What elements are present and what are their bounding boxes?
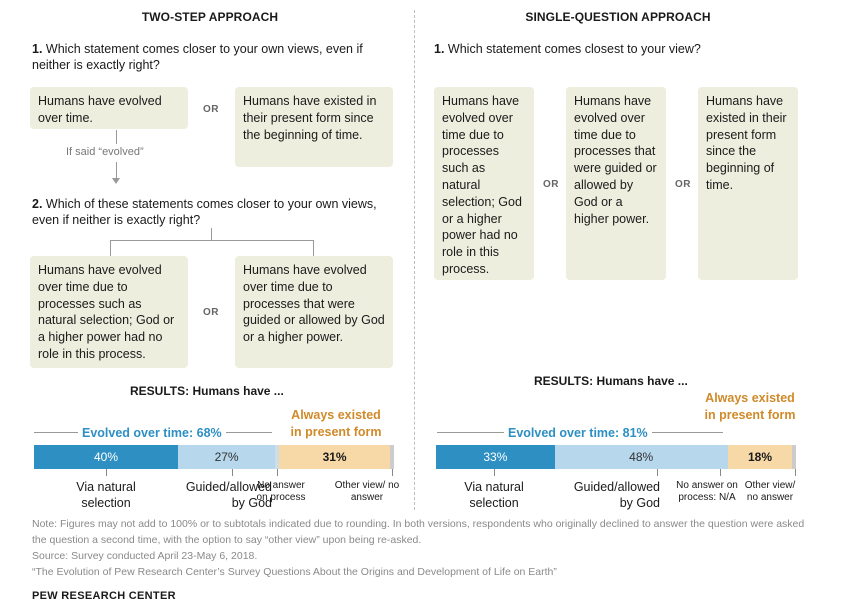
bar-segment-no-answer bbox=[275, 445, 279, 469]
left-always-label: Always existed in present form bbox=[290, 408, 382, 439]
left-evolved-label-wrap: Evolved over time: 68% bbox=[78, 424, 226, 442]
right-label-other: Other view/ no answer bbox=[744, 480, 796, 503]
bar-segment-other bbox=[792, 445, 796, 469]
left-q2-text: Which of these statements comes closer t… bbox=[32, 197, 377, 227]
left-results-title: RESULTS: Humans have ... bbox=[130, 384, 284, 398]
tick bbox=[106, 469, 107, 476]
bracket-right-leg bbox=[313, 240, 314, 256]
tick bbox=[795, 469, 796, 476]
bracket-bar bbox=[110, 240, 313, 241]
bar-segment-always: 18% bbox=[727, 445, 793, 469]
right-header: SINGLE-QUESTION APPROACH bbox=[525, 10, 711, 24]
footer-source: Source: Survey conducted April 23-May 6,… bbox=[32, 550, 258, 562]
pew-brand: PEW RESEARCH CENTER bbox=[32, 590, 176, 602]
tick bbox=[232, 469, 233, 476]
right-q1-number: 1. bbox=[434, 42, 445, 56]
right-always-label: Always existed in present form bbox=[704, 391, 796, 422]
right-results-title: RESULTS: Humans have ... bbox=[534, 374, 688, 388]
right-card-natural: Humans have evolved over time due to pro… bbox=[434, 87, 534, 280]
right-or-2: OR bbox=[675, 179, 691, 190]
connector-arrow-line bbox=[116, 162, 117, 180]
right-question-1: 1. Which statement comes closest to your… bbox=[434, 41, 824, 57]
right-card-guided: Humans have evolved over time due to pro… bbox=[566, 87, 666, 280]
left-header: TWO-STEP APPROACH bbox=[141, 10, 279, 24]
right-evolved-label-wrap: Evolved over time: 81% bbox=[504, 424, 652, 442]
right-q1-text: Which statement comes closest to your vi… bbox=[447, 42, 701, 56]
arrow-down-icon bbox=[112, 178, 120, 184]
right-label-no-answer: No answer on process: N/A bbox=[676, 480, 738, 503]
left-card-existed: Humans have existed in their present for… bbox=[235, 87, 393, 167]
left-q1-text: Which statement comes closer to your own… bbox=[32, 42, 363, 72]
panel-divider bbox=[414, 10, 415, 510]
right-evolved-label: Evolved over time: 81% bbox=[504, 426, 652, 440]
if-said-evolved: If said “evolved” bbox=[66, 146, 144, 158]
bar-segment-other bbox=[390, 445, 394, 469]
left-results-bar: 40% 27% 31% bbox=[34, 445, 394, 469]
right-card-existed: Humans have existed in their present for… bbox=[698, 87, 798, 280]
left-q1-number: 1. bbox=[32, 42, 43, 56]
left-question-2: 2. Which of these statements comes close… bbox=[32, 196, 397, 228]
left-q2-number: 2. bbox=[32, 197, 43, 211]
bar-segment-always: 31% bbox=[278, 445, 391, 469]
bar-segment-natural: 33% bbox=[436, 445, 555, 469]
bar-segment-natural: 40% bbox=[34, 445, 178, 469]
footer-note: Note: Figures may not add to 100% or to … bbox=[32, 518, 805, 546]
left-card-natural: Humans have evolved over time due to pro… bbox=[30, 256, 188, 368]
bar-segment-god: 27% bbox=[178, 445, 276, 469]
left-label-natural: Via natural selection bbox=[76, 480, 136, 510]
tick bbox=[392, 469, 393, 476]
left-label-other: Other view/ no answer bbox=[334, 480, 400, 503]
right-results-bar: 33% 48% 18% bbox=[436, 445, 796, 469]
left-or-1: OR bbox=[203, 104, 219, 115]
left-evolved-label: Evolved over time: 68% bbox=[78, 426, 226, 440]
bracket-stem bbox=[211, 228, 212, 240]
tick bbox=[720, 469, 721, 476]
right-label-god: Guided/allowed by God bbox=[573, 480, 660, 510]
footer-citation: “The Evolution of Pew Research Center’s … bbox=[32, 566, 557, 578]
bar-segment-god: 48% bbox=[554, 445, 728, 469]
left-card-evolved: Humans have evolved over time. bbox=[30, 87, 188, 129]
left-question-1: 1. Which statement comes closer to your … bbox=[32, 41, 382, 73]
right-label-natural: Via natural selection bbox=[464, 480, 524, 510]
left-or-2: OR bbox=[203, 307, 219, 318]
tick bbox=[657, 469, 658, 476]
left-label-god: Guided/allowed by God bbox=[185, 480, 272, 510]
right-or-1: OR bbox=[543, 179, 559, 190]
left-card-guided: Humans have evolved over time due to pro… bbox=[235, 256, 393, 368]
bracket-left-leg bbox=[110, 240, 111, 256]
tick bbox=[277, 469, 278, 476]
left-label-no-answer: No answer on process bbox=[256, 480, 306, 503]
tick bbox=[494, 469, 495, 476]
connector-line bbox=[116, 130, 117, 144]
